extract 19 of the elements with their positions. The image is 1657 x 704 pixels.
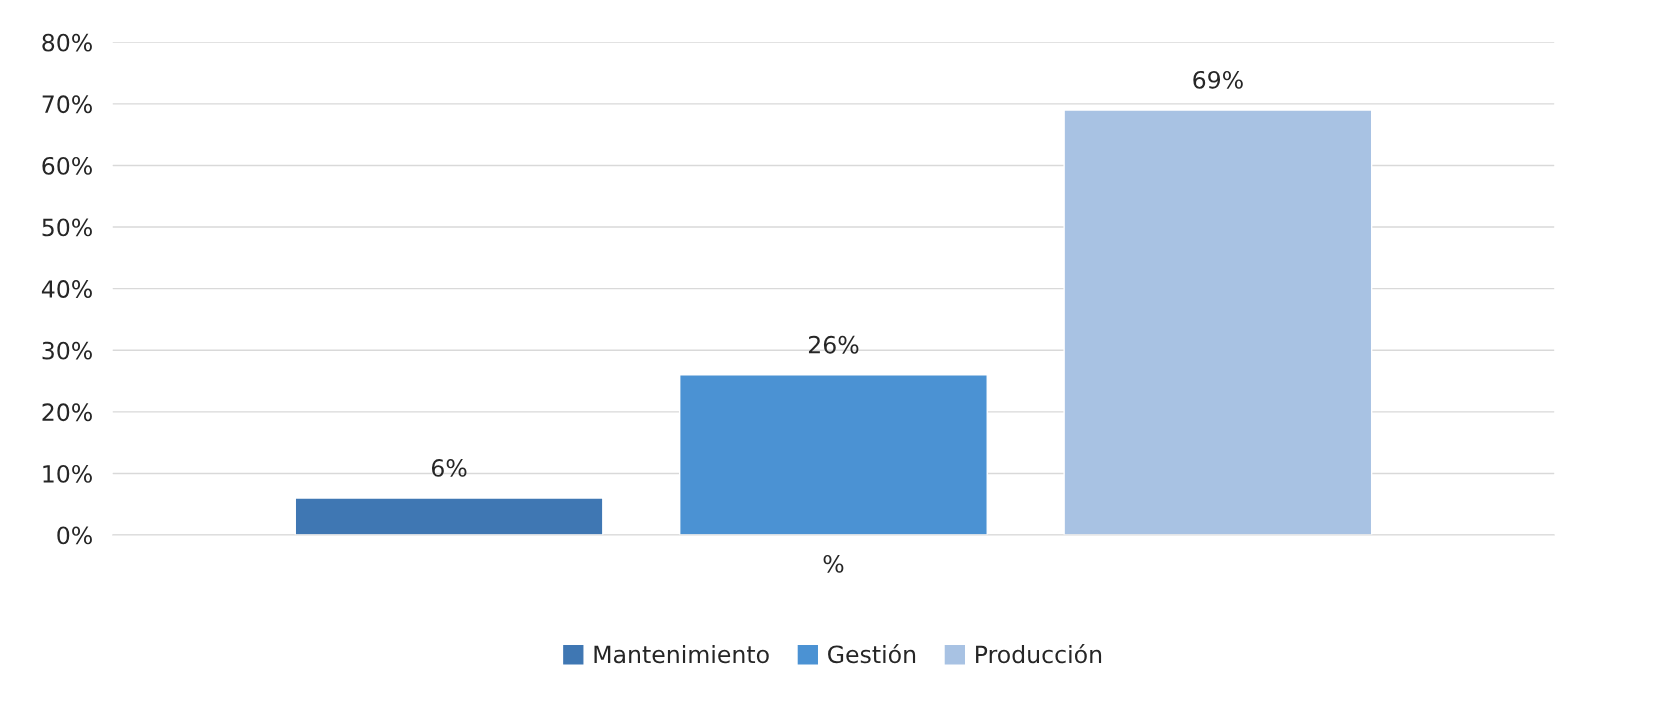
y-tick-label: 10% [43,464,92,483]
y-tick-label: 20% [42,403,92,422]
bar [294,497,604,536]
x-tick-label: % [823,554,844,573]
y-tick-label: 40% [41,280,92,298]
bar [679,374,988,536]
data-label: 26% [808,335,859,354]
y-tick-label: 70% [42,95,92,114]
bar [1063,109,1373,536]
y-tick-label: 0% [57,526,92,545]
y-tick-label: 50% [42,218,92,237]
legend-label: Gestión [828,644,916,664]
legend-label: Mantenimiento [594,644,769,664]
data-label: 69% [1193,70,1243,89]
legend-label: Producción [976,644,1102,664]
y-tick-label: 30% [42,341,92,360]
y-tick-label: 60% [42,156,92,175]
y-tick-label: 80% [42,33,92,52]
data-label: 6% [431,458,467,477]
